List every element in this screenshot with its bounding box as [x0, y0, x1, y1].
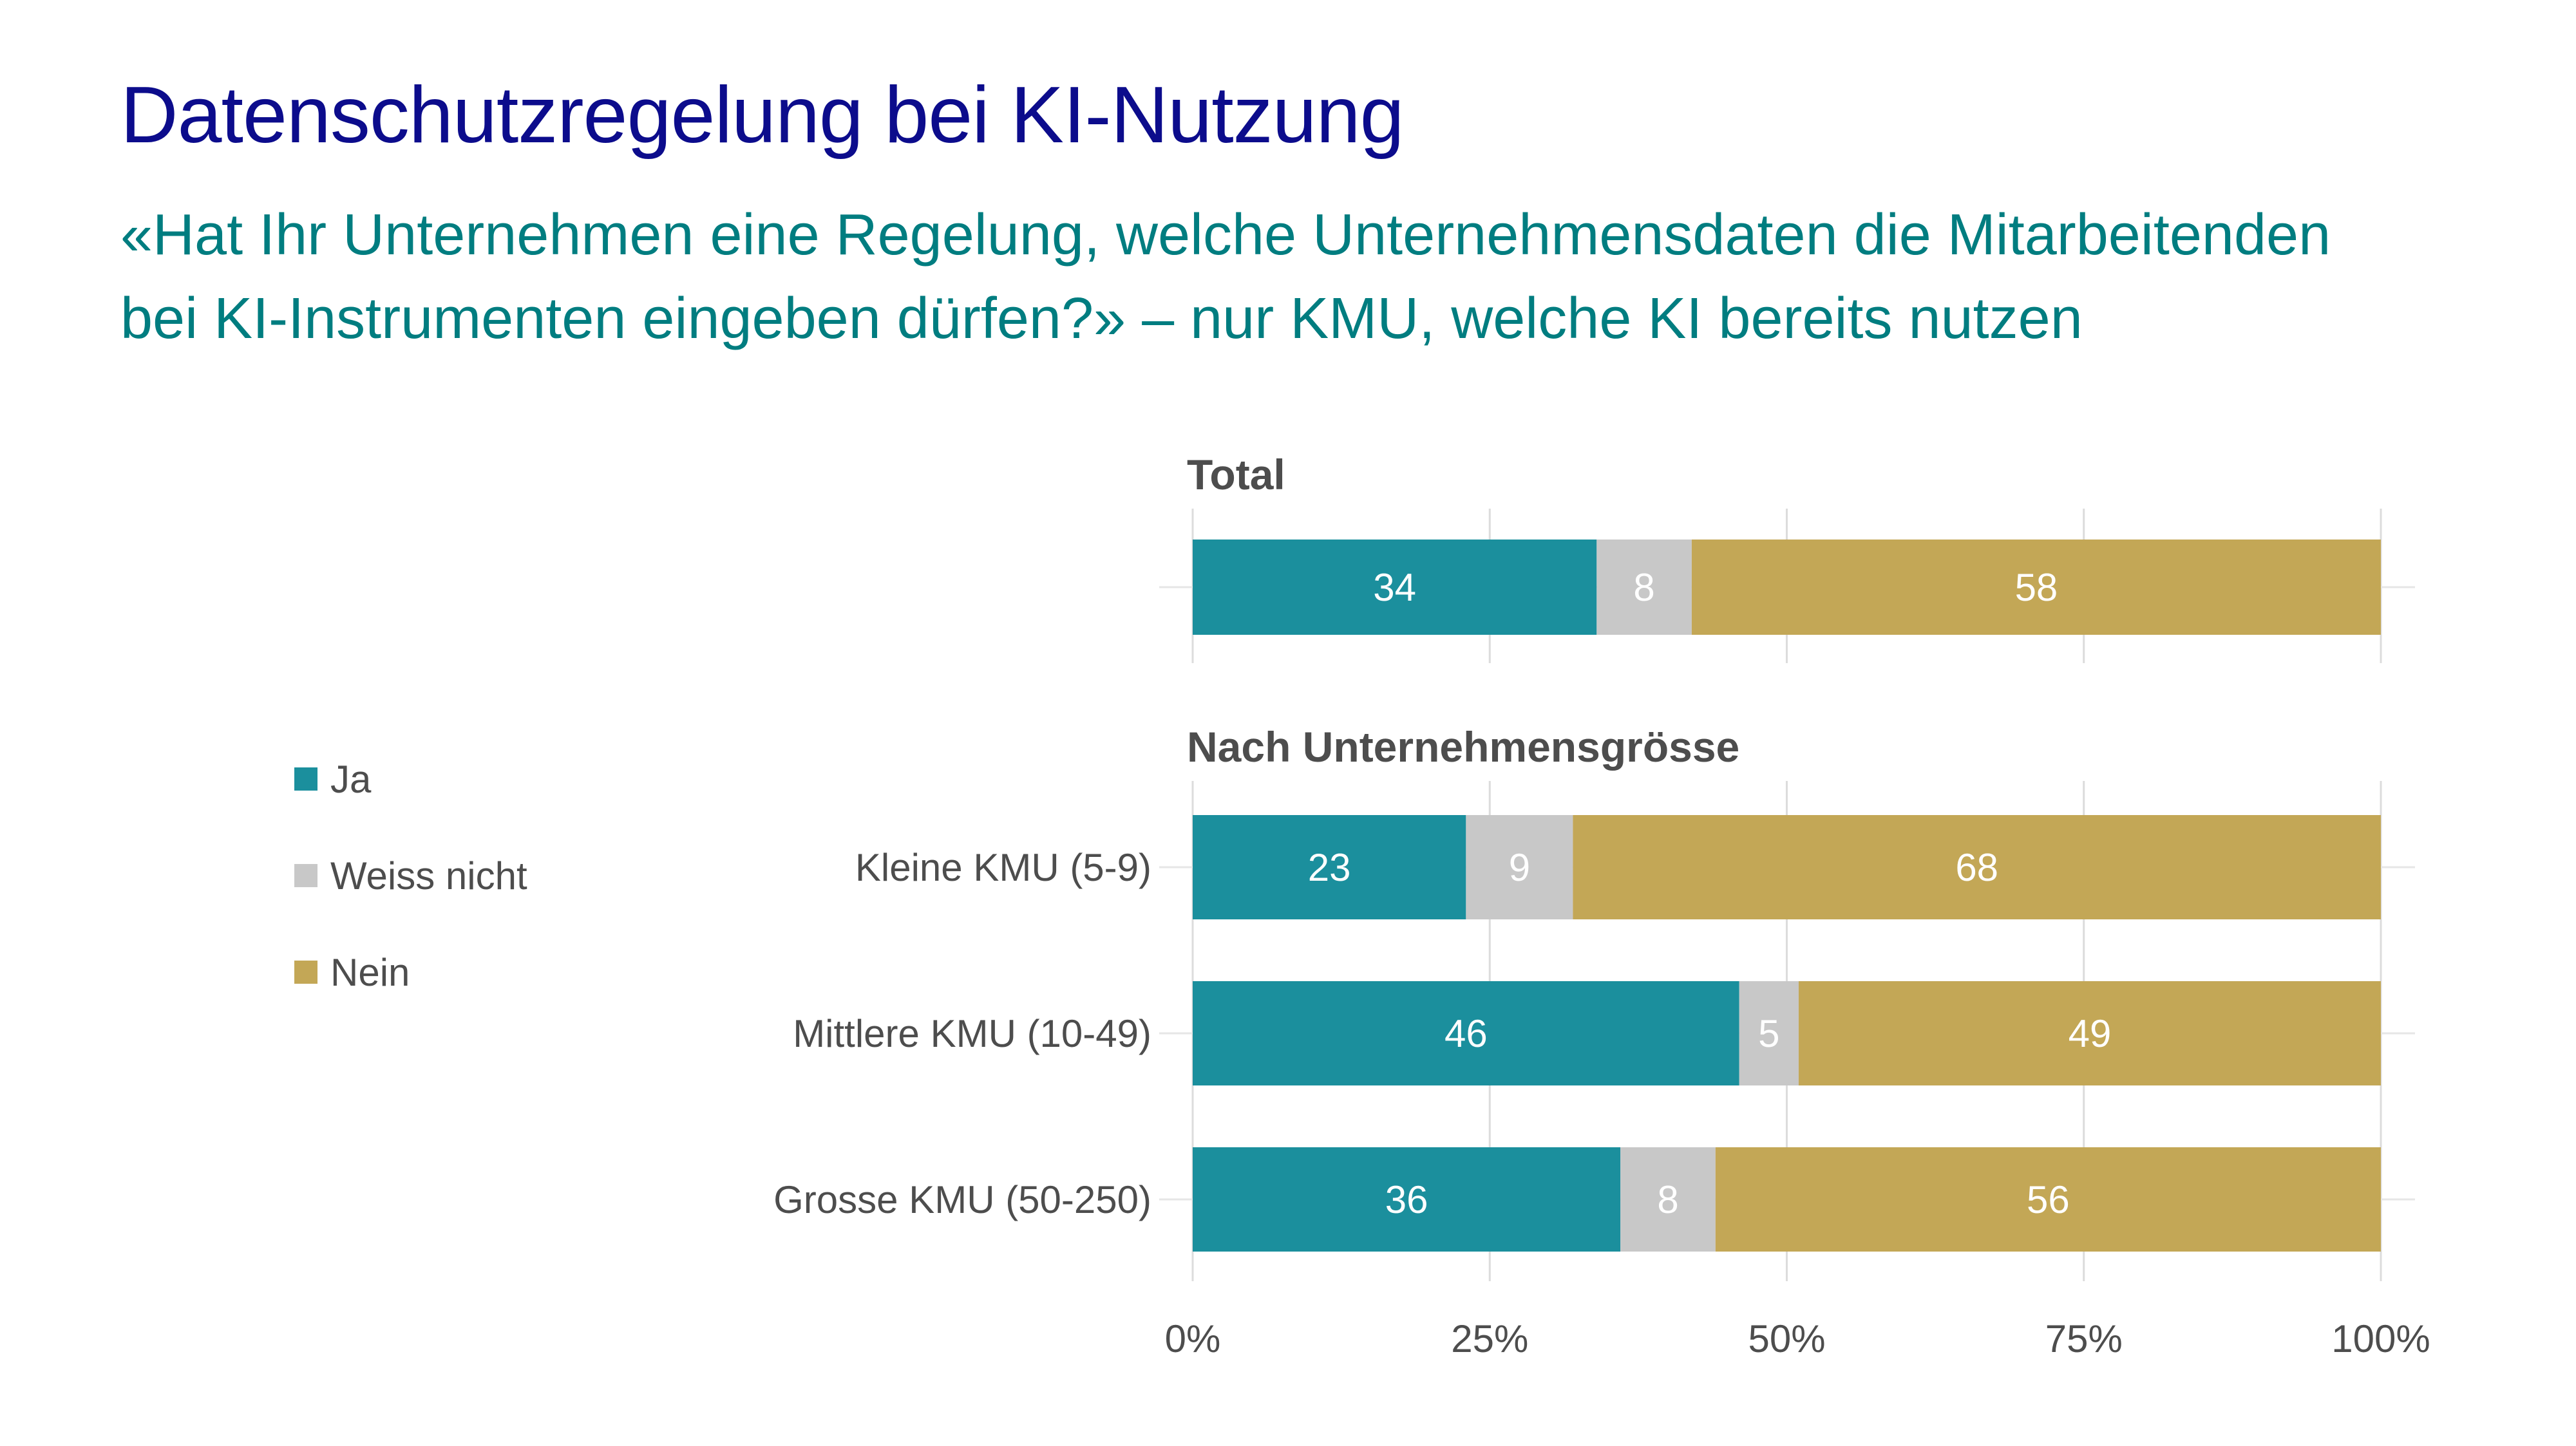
bar-label-kleine-kmu-5-9-nein: 68	[1955, 846, 1998, 889]
bar-mittlere-kmu-10-49-nein	[1798, 981, 2381, 1085]
legend-label-ja: Ja	[330, 757, 372, 801]
x-tick-label-0: 0%	[1165, 1317, 1221, 1360]
legend-label-nein: Nein	[330, 950, 410, 994]
subtitle-line-1: «Hat Ihr Unternehmen eine Regelung, welc…	[120, 203, 2331, 267]
legend-label-weiss-nicht: Weiss nicht	[330, 854, 527, 897]
bar-label-total-nein: 58	[2015, 566, 2058, 609]
chart-title: Datenschutzregelung bei KI-Nutzung	[120, 71, 1405, 160]
bar-total-ja	[1193, 540, 1597, 635]
bar-label-grosse-kmu-50-250-nein: 56	[2027, 1178, 2070, 1221]
bar-label-mittlere-kmu-10-49-ja: 46	[1444, 1012, 1488, 1055]
bar-kleine-kmu-5-9-nein	[1573, 815, 2381, 919]
bar-mittlere-kmu-10-49-ja	[1193, 981, 1739, 1085]
bar-grosse-kmu-50-250-weiss-nicht	[1620, 1147, 1716, 1252]
bar-label-kleine-kmu-5-9-weiss-nicht: 9	[1509, 846, 1530, 889]
bar-label-total-ja: 34	[1373, 566, 1416, 609]
bar-mittlere-kmu-10-49-weiss-nicht	[1739, 981, 1799, 1085]
subtitle-line-2: bei KI-Instrumenten eingeben dürfen?» – …	[120, 286, 2083, 351]
bar-total-nein	[1691, 540, 2381, 635]
bar-kleine-kmu-5-9-ja	[1193, 815, 1466, 919]
category-label-grosse-kmu-50-250: Grosse KMU (50-250)	[773, 1178, 1151, 1221]
category-label-mittlere-kmu-10-49: Mittlere KMU (10-49)	[793, 1012, 1151, 1055]
x-tick-label-50: 50%	[1748, 1317, 1825, 1360]
legend-swatch-ja	[294, 767, 317, 791]
chart-subtitle: «Hat Ihr Unternehmen eine Regelung, welc…	[120, 193, 2555, 361]
legend-swatch-weiss-nicht	[294, 864, 317, 887]
bar-label-mittlere-kmu-10-49-nein: 49	[2069, 1012, 2112, 1055]
bar-label-mittlere-kmu-10-49-weiss-nicht: 5	[1758, 1012, 1779, 1055]
category-label-kleine-kmu-5-9: Kleine KMU (5-9)	[855, 846, 1151, 889]
legend-swatch-nein	[294, 961, 317, 984]
panel-title-total: Total	[1187, 451, 1285, 498]
x-tick-label-75: 75%	[2045, 1317, 2123, 1360]
legend-item-weiss-nicht: Weiss nicht	[294, 850, 527, 901]
x-tick-label-100: 100%	[2331, 1317, 2430, 1360]
legend-item-ja: Ja	[294, 753, 371, 805]
bar-label-kleine-kmu-5-9-ja: 23	[1308, 846, 1351, 889]
bar-grosse-kmu-50-250-ja	[1193, 1147, 1621, 1252]
panel-title-nach-unternehmensgr-sse: Nach Unternehmensgrösse	[1187, 723, 1739, 771]
bar-label-grosse-kmu-50-250-weiss-nicht: 8	[1657, 1178, 1678, 1221]
bar-total-weiss-nicht	[1596, 540, 1692, 635]
bar-label-grosse-kmu-50-250-ja: 36	[1385, 1178, 1428, 1221]
x-tick-label-25: 25%	[1451, 1317, 1528, 1360]
bar-grosse-kmu-50-250-nein	[1715, 1147, 2381, 1252]
bar-label-total-weiss-nicht: 8	[1633, 566, 1654, 609]
bar-kleine-kmu-5-9-weiss-nicht	[1466, 815, 1573, 919]
legend-item-nein: Nein	[294, 946, 410, 998]
